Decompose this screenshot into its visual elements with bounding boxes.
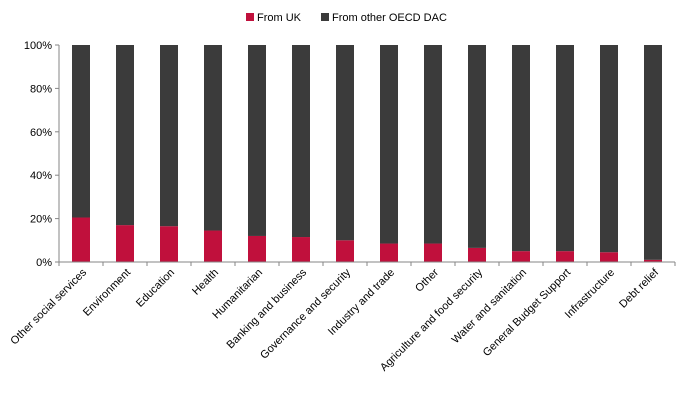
bar-segment-other-dac	[512, 45, 530, 252]
bar-segment-other-dac	[248, 45, 266, 236]
x-tick-label: Debt relief	[617, 266, 662, 311]
bar-segment-other-dac	[160, 45, 178, 227]
legend: From UK From other OECD DAC	[246, 12, 447, 24]
bar-segment-uk	[116, 225, 134, 262]
bar-segment-other-dac	[204, 45, 222, 231]
bar-segment-uk	[424, 243, 442, 262]
bar-segment-other-dac	[116, 45, 134, 226]
x-tick-label: General Budget Support	[481, 267, 573, 359]
y-tick-label: 80%	[30, 83, 52, 95]
bar-segment-other-dac	[336, 45, 354, 241]
y-tick-label: 0%	[36, 257, 52, 269]
bar-segment-uk	[380, 243, 398, 262]
x-tick-label: Governance and security	[258, 266, 353, 361]
bar-segment-other-dac	[644, 45, 662, 260]
bars	[72, 45, 662, 262]
bar-segment-uk	[160, 226, 178, 262]
y-tick-label: 60%	[30, 127, 52, 139]
x-tick-label: Health	[190, 267, 221, 298]
x-tick-label: Education	[134, 267, 177, 310]
x-tick-label: Environment	[81, 267, 133, 319]
bar-segment-uk	[512, 251, 530, 262]
legend-swatch-other-dac	[321, 13, 329, 21]
bar-segment-uk	[556, 251, 574, 262]
bar-segment-uk	[644, 259, 662, 262]
x-tick-label: Water and sanitation	[450, 267, 530, 347]
x-tick-label: Other	[413, 266, 441, 294]
bar-segment-other-dac	[380, 45, 398, 244]
legend-swatch-uk	[246, 13, 254, 21]
y-axis: 0% 20% 40% 60% 80% 100%	[24, 40, 60, 269]
bar-segment-other-dac	[600, 45, 618, 253]
bar-segment-other-dac	[72, 45, 90, 218]
bar-segment-uk	[600, 252, 618, 262]
bar-segment-uk	[204, 230, 222, 262]
bar-segment-uk	[248, 235, 266, 262]
y-tick-label: 40%	[30, 170, 52, 182]
bar-segment-uk	[72, 217, 90, 262]
legend-label-uk: From UK	[257, 12, 302, 24]
x-tick-label: Banking and business	[225, 266, 310, 351]
bar-segment-other-dac	[556, 45, 574, 252]
x-tick-label: Other social services	[8, 266, 89, 347]
legend-label-other-dac: From other OECD DAC	[332, 12, 447, 24]
bar-segment-uk	[292, 237, 310, 262]
y-tick-label: 20%	[30, 214, 52, 226]
bar-segment-uk	[336, 240, 354, 262]
bar-segment-other-dac	[424, 45, 442, 244]
y-tick-label: 100%	[24, 40, 52, 52]
bar-segment-other-dac	[468, 45, 486, 248]
bar-segment-other-dac	[292, 45, 310, 238]
bar-segment-uk	[468, 247, 486, 262]
